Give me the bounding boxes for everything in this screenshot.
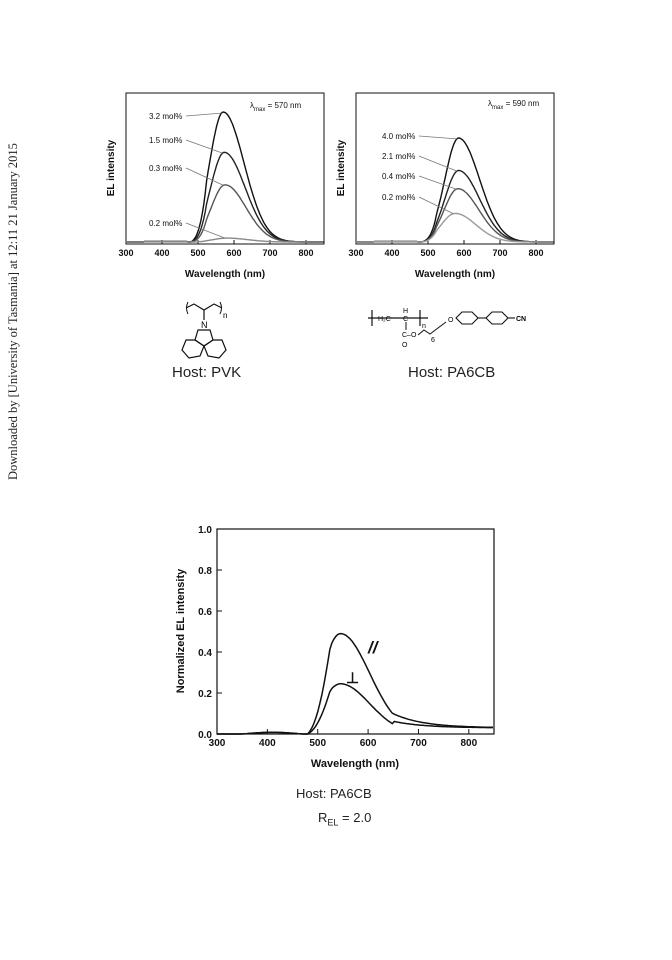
lambda-value: = 570 nm <box>265 101 301 110</box>
label-leader <box>185 139 223 154</box>
download-sidebar-text: Downloaded by [University of Tasmania] a… <box>6 143 20 480</box>
y-tick-label: 1.0 <box>198 525 212 536</box>
y-tick-label: 0.2 <box>198 689 212 700</box>
lambda-value: = 590 nm <box>503 99 539 108</box>
series-line <box>126 184 324 243</box>
pa6cb-carbonyl-o: O <box>402 342 408 349</box>
pa6cb-host-label: Host: PA6CB <box>408 364 496 381</box>
x-tick-label: 700 <box>410 738 427 749</box>
series-line <box>217 683 493 735</box>
label-leader <box>418 196 454 215</box>
x-tick-label: 300 <box>348 248 363 258</box>
label-leader <box>185 112 222 117</box>
series-label: 3.2 mol% <box>149 112 182 121</box>
label-leader <box>185 167 224 186</box>
x-tick-label: 300 <box>209 738 226 749</box>
x-tick-label: 700 <box>492 248 507 258</box>
lambda-symbol: λ <box>250 101 254 110</box>
x-axis-title: Wavelength (nm) <box>415 269 495 280</box>
series-label: 0.3 mol% <box>149 164 182 173</box>
series-label: 2.1 mol% <box>382 152 415 161</box>
pa6cb-ch2: H₂C <box>378 316 391 323</box>
x-axis-title: Wavelength (nm) <box>311 758 400 770</box>
pvk-bracket-right <box>219 301 222 315</box>
pvk-pyrrole-ring <box>194 329 214 347</box>
pa6cb-spacer <box>417 321 447 336</box>
pa6cb-c: C <box>403 316 408 323</box>
series-label: 0.2 mol% <box>149 219 182 228</box>
pvk-backbone <box>185 303 223 311</box>
x-tick-label: 700 <box>262 248 277 258</box>
label-leader <box>418 135 457 140</box>
x-tick-label: 600 <box>360 738 377 749</box>
chart-el-pa6cb: 300 400 500 600 700 800 4.0 mol% 2.1 mol% 0.4 m… <box>336 92 555 280</box>
x-tick-label: 400 <box>154 248 169 258</box>
pa6cb-structure: H₂C H C n C–O O 6 O CN <box>368 308 526 349</box>
plot-frame <box>125 92 325 245</box>
series-line <box>126 237 324 243</box>
legend-perpendicular: ⊥ <box>346 670 359 687</box>
pa6cb-phenyl-1 <box>455 311 479 325</box>
series-label: 4.0 mol% <box>382 132 415 141</box>
pvk-host-label: Host: PVK <box>172 364 242 381</box>
series-label: 0.2 mol% <box>382 193 415 202</box>
lambda-subscript: max <box>254 107 265 113</box>
x-tick-label: 400 <box>259 738 276 749</box>
pvk-bracket-left <box>186 301 189 315</box>
pa6cb-phenyl-2 <box>485 311 509 325</box>
pa6cb-ether-o: O <box>448 317 454 324</box>
plot-frame <box>355 92 555 245</box>
y-tick-label: 0.0 <box>198 730 212 741</box>
x-tick-label: 800 <box>528 248 543 258</box>
label-leader <box>418 175 457 190</box>
rel-value: = 2.0 <box>338 810 372 825</box>
series-label: 0.4 mol% <box>382 172 415 181</box>
y-tick-label: 0.4 <box>198 648 212 659</box>
plot-frame <box>216 528 495 735</box>
chart-el-pvk: 300 400 500 600 700 800 3.2 mol% 1.5 mol% 0.3 m… <box>106 92 325 280</box>
x-axis-title: Wavelength (nm) <box>185 269 265 280</box>
y-axis-title: EL intensity <box>336 139 347 196</box>
y-tick-label: 0.8 <box>198 566 212 577</box>
pa6cb-h: H <box>403 308 408 315</box>
x-tick-label: 500 <box>309 738 326 749</box>
pa6cb-ester: C–O <box>402 332 417 339</box>
series-line <box>356 169 554 243</box>
y-axis-title: Normalized EL intensity <box>175 568 187 693</box>
x-tick-label: 800 <box>460 738 477 749</box>
rel-prefix: R <box>318 810 328 825</box>
series-line <box>356 212 554 243</box>
x-tick-label: 500 <box>190 248 205 258</box>
pvk-benzene-right <box>203 339 227 359</box>
label-leader <box>185 222 226 239</box>
y-tick-label: 0.6 <box>198 607 212 618</box>
x-tick-label: 500 <box>420 248 435 258</box>
series-label: 1.5 mol% <box>149 136 182 145</box>
pvk-benzene-left <box>181 339 205 359</box>
pvk-nitrogen: N <box>201 320 208 330</box>
bottom-host-label: Host: PA6CB <box>296 786 372 801</box>
lambda-max-annotation: λmax = 590 nm <box>488 99 539 111</box>
pvk-repeat-n: n <box>223 311 227 320</box>
pvk-structure: n N <box>181 301 227 359</box>
x-tick-label: 300 <box>118 248 133 258</box>
x-tick-label: 800 <box>298 248 313 258</box>
x-tick-label: 400 <box>384 248 399 258</box>
lambda-max-annotation: λmax = 570 nm <box>250 101 301 113</box>
y-axis-title: EL intensity <box>106 139 117 196</box>
pa6cb-cyano: CN <box>516 316 526 323</box>
pa6cb-spacer-six: 6 <box>431 337 435 344</box>
pa6cb-repeat-n: n <box>422 323 426 330</box>
lambda-symbol: λ <box>488 99 492 108</box>
label-leader <box>418 155 457 172</box>
rel-label: REL = 2.0 <box>318 810 371 828</box>
lambda-subscript: max <box>492 105 503 111</box>
legend-parallel: // <box>367 638 380 657</box>
rel-subscript: EL <box>327 817 339 828</box>
x-tick-label: 600 <box>456 248 471 258</box>
x-tick-label: 600 <box>226 248 241 258</box>
